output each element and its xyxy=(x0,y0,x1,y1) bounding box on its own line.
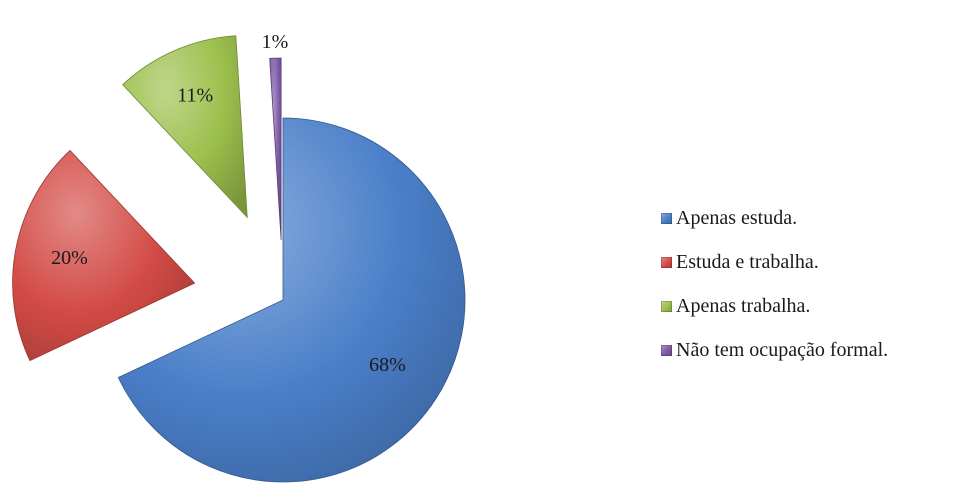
pie-slice-estuda-e-trabalha xyxy=(12,149,196,362)
legend-item-estuda-e-trabalha: Estuda e trabalha. xyxy=(661,240,888,284)
legend-swatch-nao-tem-ocupacao-formal xyxy=(661,344,672,356)
legend-swatch-estuda-e-trabalha xyxy=(661,256,672,268)
data-label-apenas-trabalha: 11% xyxy=(177,85,213,107)
legend-label-apenas-trabalha: Apenas trabalha. xyxy=(676,294,811,317)
pie-slice-nao-tem-ocupacao-formal xyxy=(269,57,282,241)
data-label-estuda-e-trabalha: 20% xyxy=(51,247,88,269)
chart-legend: Apenas estuda. Estuda e trabalha. Apenas… xyxy=(661,196,888,372)
data-label-apenas-estuda: 68% xyxy=(369,354,406,376)
legend-label-apenas-estuda: Apenas estuda. xyxy=(676,206,798,229)
pie-slice-apenas-estuda xyxy=(117,117,466,483)
legend-item-apenas-estuda: Apenas estuda. xyxy=(661,196,888,240)
legend-swatch-apenas-trabalha xyxy=(661,300,672,312)
legend-label-nao-tem-ocupacao-formal: Não tem ocupação formal. xyxy=(676,338,889,361)
legend-item-nao-tem-ocupacao-formal: Não tem ocupação formal. xyxy=(661,328,888,372)
pie-slice-apenas-trabalha xyxy=(122,35,248,219)
data-label-nao-tem-ocupacao-formal: 1% xyxy=(262,31,289,53)
legend-swatch-apenas-estuda xyxy=(661,212,672,224)
legend-item-apenas-trabalha: Apenas trabalha. xyxy=(661,284,888,328)
legend-label-estuda-e-trabalha: Estuda e trabalha. xyxy=(676,250,819,273)
